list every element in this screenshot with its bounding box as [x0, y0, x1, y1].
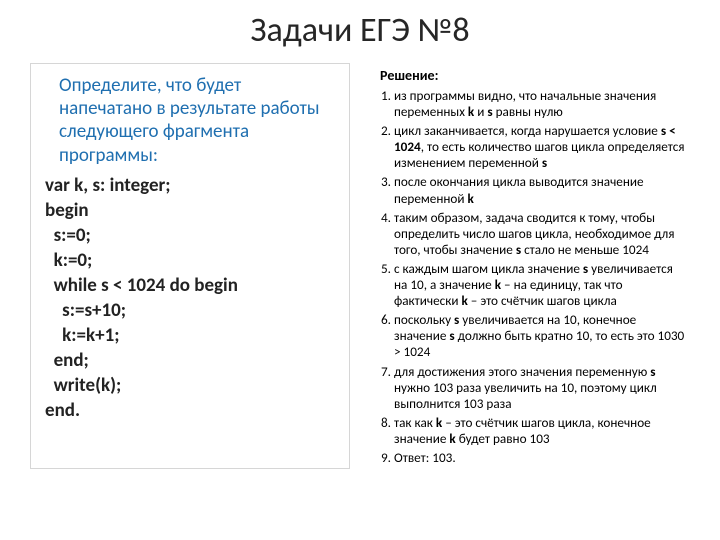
code-line: write(k);: [45, 373, 335, 398]
solution-item: с каждым шагом цикла значение s увеличив…: [394, 261, 686, 309]
code-line: while s < 1024 do begin: [45, 273, 335, 298]
solution-list: из программы видно, что начальные значен…: [368, 88, 686, 466]
solution-item: таким образом, задача сводится к тому, ч…: [394, 210, 686, 258]
code-line: end;: [45, 348, 335, 373]
code-block: var k, s: integer;begin s:=0; k:=0; whil…: [45, 173, 335, 424]
code-line: end.: [45, 398, 335, 423]
code-line: k:=k+1;: [45, 323, 335, 348]
code-line: k:=0;: [45, 248, 335, 273]
solution-item: так как k – это счётчик шагов цикла, кон…: [394, 415, 686, 447]
code-line: begin: [45, 198, 335, 223]
solution-item: поскольку s увеличивается на 10, конечно…: [394, 312, 686, 360]
task-prompt: Определите, что будет напечатано в резул…: [45, 74, 335, 167]
page-title: Задачи ЕГЭ №8: [30, 10, 690, 51]
solution-item: Ответ: 103.: [394, 450, 686, 466]
two-column-layout: Определите, что будет напечатано в резул…: [30, 63, 690, 469]
solution-item: для достижения этого значения переменную…: [394, 364, 686, 412]
code-line: s:=0;: [45, 223, 335, 248]
code-line: var k, s: integer;: [45, 173, 335, 198]
solution-heading: Решение:: [380, 67, 686, 84]
right-panel: Решение: из программы видно, что начальн…: [368, 63, 690, 469]
solution-item: после окончания цикла выводится значение…: [394, 174, 686, 206]
left-panel: Определите, что будет напечатано в резул…: [30, 63, 350, 469]
slide: Задачи ЕГЭ №8 Определите, что будет напе…: [0, 0, 720, 540]
solution-item: из программы видно, что начальные значен…: [394, 88, 686, 120]
solution-item: цикл заканчивается, когда нарушается усл…: [394, 123, 686, 171]
code-line: s:=s+10;: [45, 298, 335, 323]
